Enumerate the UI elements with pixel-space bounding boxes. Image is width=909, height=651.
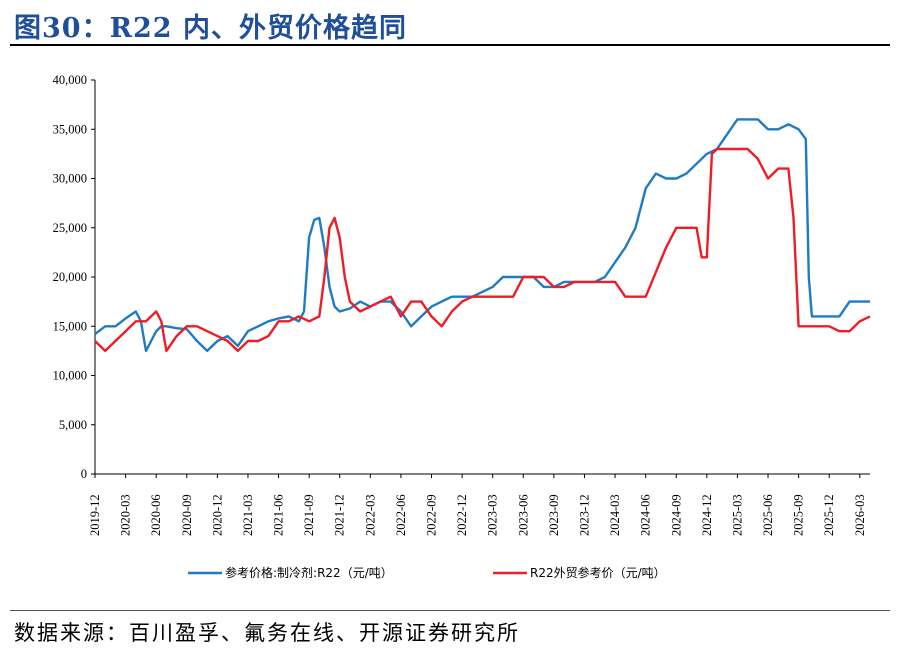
chart-title: 图30：R22 内、外贸价格趋同	[14, 13, 407, 44]
x-tick-label: 2021-12	[333, 494, 347, 536]
y-tick-label: 35,000	[53, 122, 87, 136]
x-tick-label: 2022-12	[455, 494, 469, 536]
axes	[91, 79, 870, 478]
x-tick-labels: 2019-12 2020-03 2020-06 2020-09 2020-12 2021-…	[88, 494, 867, 536]
y-tick-label: 30,000	[53, 172, 87, 186]
x-tick-label: 2023-09	[547, 494, 561, 536]
title-divider	[10, 44, 890, 46]
y-tick-label: 10,000	[53, 369, 87, 383]
y-tick-label: 25,000	[53, 221, 87, 235]
x-tick-label: 2023-12	[577, 494, 591, 536]
x-tick-label: 2023-06	[516, 494, 530, 536]
x-tick-label: 2020-06	[149, 494, 163, 536]
y-tick-label: 5,000	[59, 418, 87, 432]
x-tick-label: 2020-09	[180, 494, 194, 536]
x-tick-label: 2022-06	[394, 494, 408, 536]
x-tick-label: 2023-03	[486, 494, 500, 536]
x-tick-label: 2021-09	[302, 494, 316, 536]
x-tick-label: 2025-12	[822, 494, 836, 536]
y-tick-label: 0	[81, 467, 87, 481]
chart-area: 0 5,000 10,000 15,000 20,000 25,000 30,000 35,0…	[53, 73, 871, 580]
legend-label: 参考价格:制冷剂:R22（元/吨）	[225, 565, 393, 580]
x-tick-label: 2020-12	[210, 494, 224, 536]
y-tick-labels: 0 5,000 10,000 15,000 20,000 25,000 30,000 35,0…	[53, 73, 87, 481]
x-tick-label: 2024-03	[608, 494, 622, 536]
x-tick-label: 2024-12	[700, 494, 714, 536]
legend-label: R22外贸参考价（元/吨）	[530, 565, 666, 580]
series-line-domestic	[94, 118, 870, 353]
legend: 参考价格:制冷剂:R22（元/吨） R22外贸参考价（元/吨）	[188, 565, 666, 580]
x-tick-label: 2024-09	[669, 494, 683, 536]
x-tick-label: 2022-09	[425, 494, 439, 536]
x-tick-label: 2019-12	[88, 494, 102, 536]
source-divider	[10, 610, 890, 611]
x-tick-label: 2026-03	[853, 494, 867, 536]
source-note: 数据来源：百川盈孚、氟务在线、开源证券研究所	[14, 621, 520, 645]
y-tick-label: 15,000	[53, 319, 87, 333]
x-tick-label: 2025-03	[730, 494, 744, 536]
series-lines	[94, 118, 871, 353]
x-tick-label: 2022-03	[363, 494, 377, 536]
x-tick-label: 2020-03	[119, 494, 133, 536]
series-line-export	[94, 147, 871, 353]
x-tick-label: 2021-03	[241, 494, 255, 536]
x-tick-label: 2024-06	[639, 494, 653, 536]
x-tick-label: 2025-06	[761, 494, 775, 536]
y-tick-label: 20,000	[53, 270, 87, 284]
x-tick-label: 2021-06	[272, 494, 286, 536]
x-tick-label: 2025-09	[792, 494, 806, 536]
y-tick-label: 40,000	[53, 73, 87, 87]
